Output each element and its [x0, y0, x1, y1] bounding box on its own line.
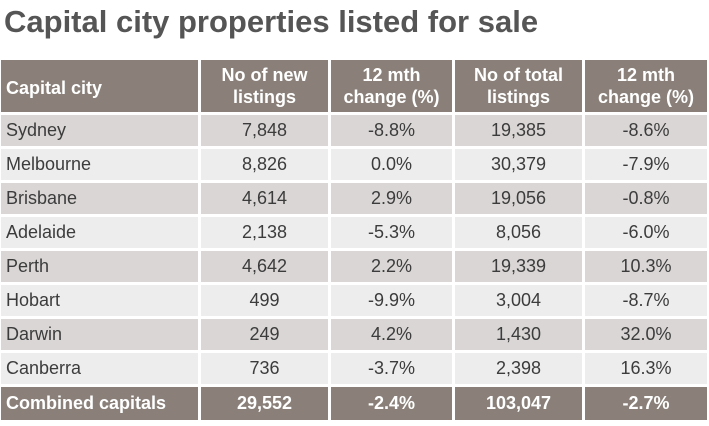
new-change-cell: -8.8% [331, 115, 455, 149]
total-change-cell: 10.3% [585, 251, 707, 285]
new-listings-cell: 8,826 [201, 149, 331, 183]
total-listings-cell: 19,056 [455, 183, 585, 217]
total-row: Combined capitals 29,552 -2.4% 103,047 -… [1, 387, 707, 420]
table-row: Adelaide 2,138 -5.3% 8,056 -6.0% [1, 217, 707, 251]
total-total-listings-cell: 103,047 [455, 387, 585, 420]
total-change-cell: -8.6% [585, 115, 707, 149]
city-cell: Canberra [1, 353, 201, 387]
table-row: Canberra 736 -3.7% 2,398 16.3% [1, 353, 707, 387]
table-row: Darwin 249 4.2% 1,430 32.0% [1, 319, 707, 353]
total-listings-cell: 30,379 [455, 149, 585, 183]
new-listings-cell: 736 [201, 353, 331, 387]
table-row: Perth 4,642 2.2% 19,339 10.3% [1, 251, 707, 285]
header-total-listings: No of total listings [455, 60, 585, 115]
total-listings-cell: 8,056 [455, 217, 585, 251]
new-change-cell: 4.2% [331, 319, 455, 353]
table-row: Sydney 7,848 -8.8% 19,385 -8.6% [1, 115, 707, 149]
new-change-cell: 2.9% [331, 183, 455, 217]
header-new-change: 12 mth change (%) [331, 60, 455, 115]
total-change-cell: -0.8% [585, 183, 707, 217]
new-listings-cell: 4,614 [201, 183, 331, 217]
city-cell: Darwin [1, 319, 201, 353]
total-listings-cell: 1,430 [455, 319, 585, 353]
new-listings-cell: 499 [201, 285, 331, 319]
total-change-cell: 16.3% [585, 353, 707, 387]
total-listings-cell: 19,385 [455, 115, 585, 149]
header-capital-city: Capital city [1, 60, 201, 115]
city-cell: Perth [1, 251, 201, 285]
new-change-cell: -3.7% [331, 353, 455, 387]
total-new-listings-cell: 29,552 [201, 387, 331, 420]
total-listings-cell: 3,004 [455, 285, 585, 319]
total-total-change-cell: -2.7% [585, 387, 707, 420]
total-listings-cell: 2,398 [455, 353, 585, 387]
new-listings-cell: 249 [201, 319, 331, 353]
total-change-cell: 32.0% [585, 319, 707, 353]
table-row: Brisbane 4,614 2.9% 19,056 -0.8% [1, 183, 707, 217]
new-listings-cell: 4,642 [201, 251, 331, 285]
table-row: Hobart 499 -9.9% 3,004 -8.7% [1, 285, 707, 319]
table-row: Melbourne 8,826 0.0% 30,379 -7.9% [1, 149, 707, 183]
total-change-cell: -7.9% [585, 149, 707, 183]
city-cell: Brisbane [1, 183, 201, 217]
new-change-cell: 0.0% [331, 149, 455, 183]
city-cell: Hobart [1, 285, 201, 319]
new-change-cell: -5.3% [331, 217, 455, 251]
new-listings-cell: 2,138 [201, 217, 331, 251]
total-new-change-cell: -2.4% [331, 387, 455, 420]
new-listings-cell: 7,848 [201, 115, 331, 149]
city-cell: Sydney [1, 115, 201, 149]
total-change-cell: -8.7% [585, 285, 707, 319]
listings-table: Capital city No of new listings 12 mth c… [1, 60, 707, 420]
total-listings-cell: 19,339 [455, 251, 585, 285]
header-new-listings: No of new listings [201, 60, 331, 115]
city-cell: Adelaide [1, 217, 201, 251]
new-change-cell: 2.2% [331, 251, 455, 285]
new-change-cell: -9.9% [331, 285, 455, 319]
total-change-cell: -6.0% [585, 217, 707, 251]
total-label-cell: Combined capitals [1, 387, 201, 420]
header-total-change: 12 mth change (%) [585, 60, 707, 115]
page-title: Capital city properties listed for sale [4, 4, 539, 39]
header-row: Capital city No of new listings 12 mth c… [1, 60, 707, 115]
city-cell: Melbourne [1, 149, 201, 183]
